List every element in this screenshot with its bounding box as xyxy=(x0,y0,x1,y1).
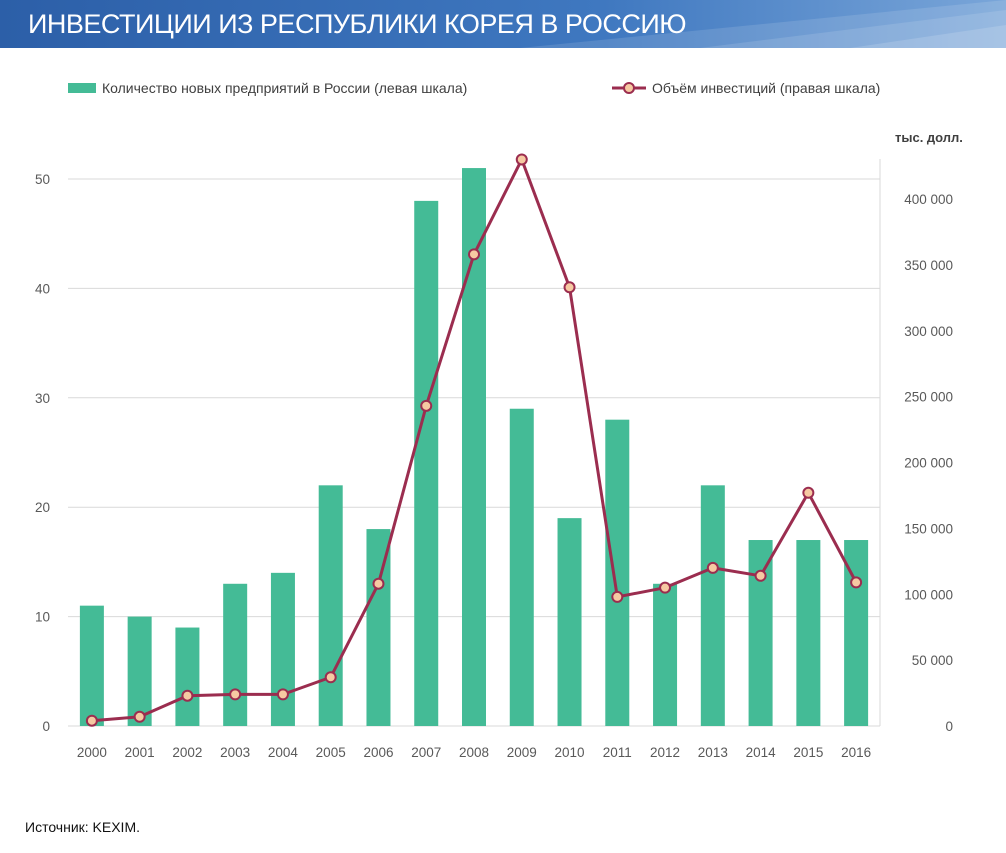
left-tick-label: 10 xyxy=(35,610,50,625)
x-tick-label: 2002 xyxy=(172,745,202,760)
left-tick-label: 30 xyxy=(35,391,50,406)
line-point xyxy=(372,577,385,590)
x-tick-label: 2005 xyxy=(316,745,346,760)
bar xyxy=(844,540,869,726)
line-point xyxy=(468,248,480,261)
line-series xyxy=(85,153,863,727)
x-tick-label: 2012 xyxy=(650,745,680,760)
title-banner: ИНВЕСТИЦИИ ИЗ РЕСПУБЛИКИ КОРЕЯ В РОССИЮ xyxy=(0,0,1006,48)
right-tick-label: 100 000 xyxy=(904,587,953,602)
bar xyxy=(796,540,821,726)
bar xyxy=(366,529,391,726)
x-tick-label: 2000 xyxy=(77,745,107,760)
right-axis: 0 50 000 100 000 150 000 200 000 250 000 300 0… xyxy=(904,192,953,734)
line-point xyxy=(802,486,815,499)
line-point xyxy=(133,710,146,723)
x-axis: 2000 2001 2002 2003 2004 2005 2006 2007 2008 2009… xyxy=(77,745,871,760)
right-tick-label: 0 xyxy=(945,719,953,734)
x-tick-label: 2016 xyxy=(841,745,871,760)
right-tick-label: 200 000 xyxy=(904,456,953,471)
line-point xyxy=(659,581,672,594)
line-point xyxy=(229,688,242,701)
right-tick-label: 50 000 xyxy=(912,653,953,668)
bar xyxy=(127,616,152,726)
legend-bars: Количество новых предприятий в России (л… xyxy=(68,78,467,98)
legend-line-label: Объём инвестиций (правая шкала) xyxy=(652,80,881,96)
right-tick-label: 350 000 xyxy=(904,258,953,273)
x-tick-label: 2008 xyxy=(459,745,489,760)
x-tick-label: 2009 xyxy=(507,745,537,760)
line-point xyxy=(563,281,576,294)
x-tick-label: 2006 xyxy=(363,745,393,760)
left-tick-label: 20 xyxy=(35,500,50,515)
right-tick-label: 300 000 xyxy=(904,324,953,339)
right-tick-label: 250 000 xyxy=(904,390,953,405)
x-tick-label: 2011 xyxy=(603,745,632,760)
banner-background xyxy=(0,0,1006,48)
left-tick-label: 40 xyxy=(35,281,50,296)
left-tick-label: 0 xyxy=(42,719,50,734)
line-point xyxy=(324,671,337,684)
x-tick-label: 2004 xyxy=(268,745,299,760)
x-tick-label: 2013 xyxy=(698,745,728,760)
x-tick-label: 2007 xyxy=(411,745,441,760)
bar xyxy=(414,200,439,726)
bar xyxy=(653,583,678,726)
line-point xyxy=(276,688,289,701)
left-tick-label: 50 xyxy=(35,172,50,187)
x-tick-label: 2001 xyxy=(125,745,155,760)
bar xyxy=(748,540,773,726)
bar xyxy=(223,583,248,726)
bar xyxy=(175,627,200,726)
line-point xyxy=(850,576,863,589)
x-tick-label: 2014 xyxy=(746,745,777,760)
left-axis: 0 10 20 30 40 50 xyxy=(35,172,50,734)
source-note: Источник: KEXIM. xyxy=(25,819,141,835)
bar xyxy=(700,485,725,726)
bar xyxy=(270,572,295,726)
legend-bar-label: Количество новых предприятий в России (л… xyxy=(102,80,468,96)
line-point xyxy=(181,689,194,702)
bar-series xyxy=(79,168,869,726)
line-point xyxy=(420,399,433,412)
line-point xyxy=(611,590,624,603)
legend-line: Объём инвестиций (правая шкала) xyxy=(612,78,880,98)
x-tick-label: 2003 xyxy=(220,745,250,760)
bar xyxy=(557,518,582,726)
line-point xyxy=(515,153,528,166)
legend-line-swatch xyxy=(612,82,646,94)
line-point xyxy=(706,561,719,574)
x-tick-label: 2010 xyxy=(555,745,585,760)
right-tick-label: 400 000 xyxy=(904,192,953,207)
bar xyxy=(509,408,534,726)
x-tick-label: 2015 xyxy=(793,745,823,760)
right-axis-unit: тыс. долл. xyxy=(895,130,963,145)
bar xyxy=(79,605,104,726)
bar xyxy=(462,168,486,726)
right-tick-label: 150 000 xyxy=(904,521,953,536)
legend-bar-swatch xyxy=(68,83,96,93)
bar xyxy=(318,485,343,726)
bar xyxy=(605,419,630,726)
line-point xyxy=(754,569,767,582)
line-point xyxy=(85,714,98,727)
page-title: ИНВЕСТИЦИИ ИЗ РЕСПУБЛИКИ КОРЕЯ В РОССИЮ xyxy=(28,9,687,39)
